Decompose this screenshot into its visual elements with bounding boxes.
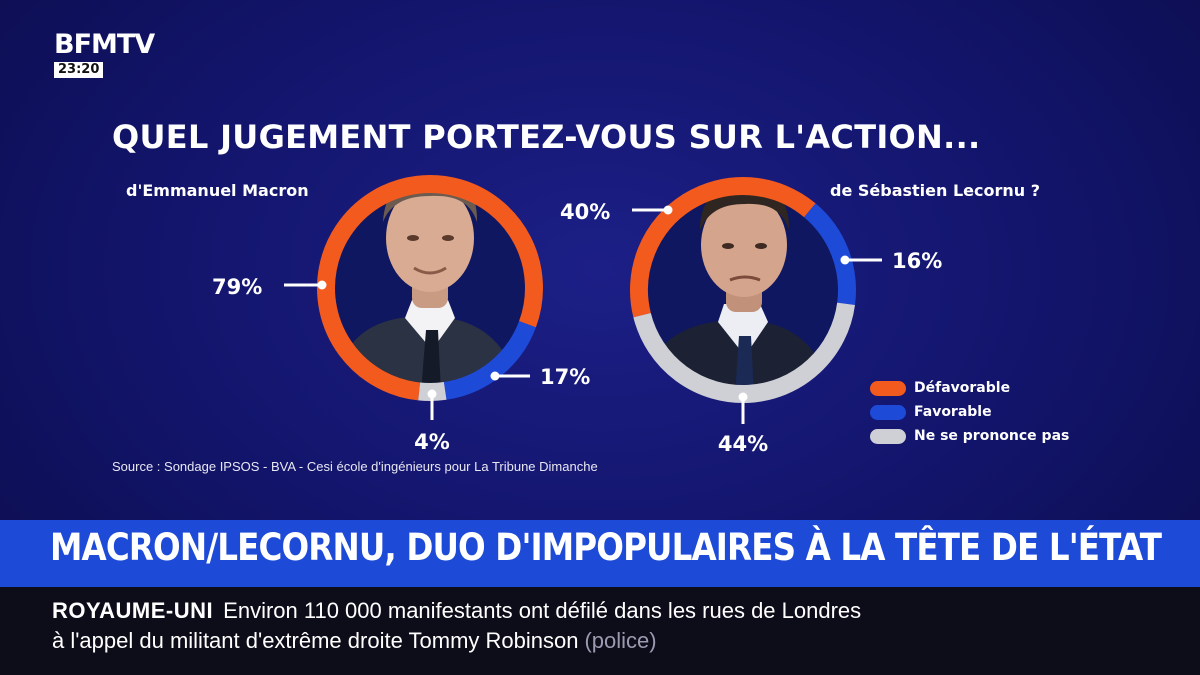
clock: 23:20 bbox=[54, 62, 104, 78]
ticker-text-1: Environ 110 000 manifestants ont défilé … bbox=[223, 598, 862, 623]
ticker-text-2: à l'appel du militant d'extrême droite T… bbox=[52, 628, 579, 653]
ticker-line-1: ROYAUME-UNI Environ 110 000 manifestants … bbox=[52, 598, 861, 624]
ticker-credit: (police) bbox=[584, 628, 657, 653]
legend-item-nspp: Ne se prononce pas bbox=[870, 424, 1069, 448]
ticker-line-2: à l'appel du militant d'extrême droite T… bbox=[52, 628, 657, 654]
data-label-0-nspp: 4% bbox=[414, 430, 450, 454]
legend-item-favorable: Favorable bbox=[870, 400, 1069, 424]
swatch-nspp bbox=[870, 428, 906, 444]
source-note: Source : Sondage IPSOS - BVA - Cesi écol… bbox=[112, 459, 598, 474]
data-label-0-favorable: 17% bbox=[540, 365, 590, 389]
donut-charts: 79% 17% 4% 40% 16% 44% bbox=[212, 175, 942, 456]
data-label-1-nspp: 44% bbox=[718, 432, 768, 456]
donut-0-segment-favorable bbox=[443, 320, 536, 400]
donut-1-segment-defavorable bbox=[630, 177, 816, 318]
leader-dot-0-favorable bbox=[490, 371, 500, 381]
channel-logo: BFMTV 23:20 bbox=[54, 29, 155, 78]
donut-1-segment-nspp bbox=[633, 302, 856, 403]
leader-dot-1-nspp bbox=[738, 392, 748, 402]
legend-label: Favorable bbox=[914, 404, 992, 420]
data-label-0-defavorable: 79% bbox=[212, 275, 262, 299]
swatch-defavorable bbox=[870, 380, 906, 396]
donut-0-segment-defavorable bbox=[317, 175, 543, 401]
logo-text: BFMTV bbox=[54, 29, 155, 60]
legend-label: Défavorable bbox=[914, 380, 1011, 396]
donut-1-segment-favorable bbox=[803, 203, 856, 305]
data-label-1-favorable: 16% bbox=[892, 249, 942, 273]
legend-item-defavorable: Défavorable bbox=[870, 376, 1069, 400]
legend-label: Ne se prononce pas bbox=[914, 428, 1070, 444]
swatch-favorable bbox=[870, 404, 906, 420]
portrait-macron bbox=[333, 191, 527, 385]
subtitle-lecornu: de Sébastien Lecornu ? bbox=[830, 181, 1041, 200]
ticker-tag: ROYAUME-UNI bbox=[52, 598, 214, 623]
headline-band bbox=[0, 520, 1200, 587]
news-ticker bbox=[0, 587, 1200, 675]
data-label-1-defavorable: 40% bbox=[560, 200, 610, 224]
legend: Défavorable Favorable Ne se prononce pas bbox=[870, 376, 1069, 448]
chart-title: QUEL JUGEMENT PORTEZ-VOUS SUR L'ACTION..… bbox=[112, 118, 981, 156]
leader-dot-0-nspp bbox=[427, 389, 437, 399]
leader-dot-1-defavorable bbox=[663, 205, 673, 215]
headline: MACRON/LECORNU, DUO D'IMPOPULAIRES À LA … bbox=[50, 526, 1162, 569]
subtitle-macron: d'Emmanuel Macron bbox=[126, 181, 309, 200]
leader-dot-0-defavorable bbox=[317, 280, 327, 290]
leader-dot-1-favorable bbox=[840, 255, 850, 265]
